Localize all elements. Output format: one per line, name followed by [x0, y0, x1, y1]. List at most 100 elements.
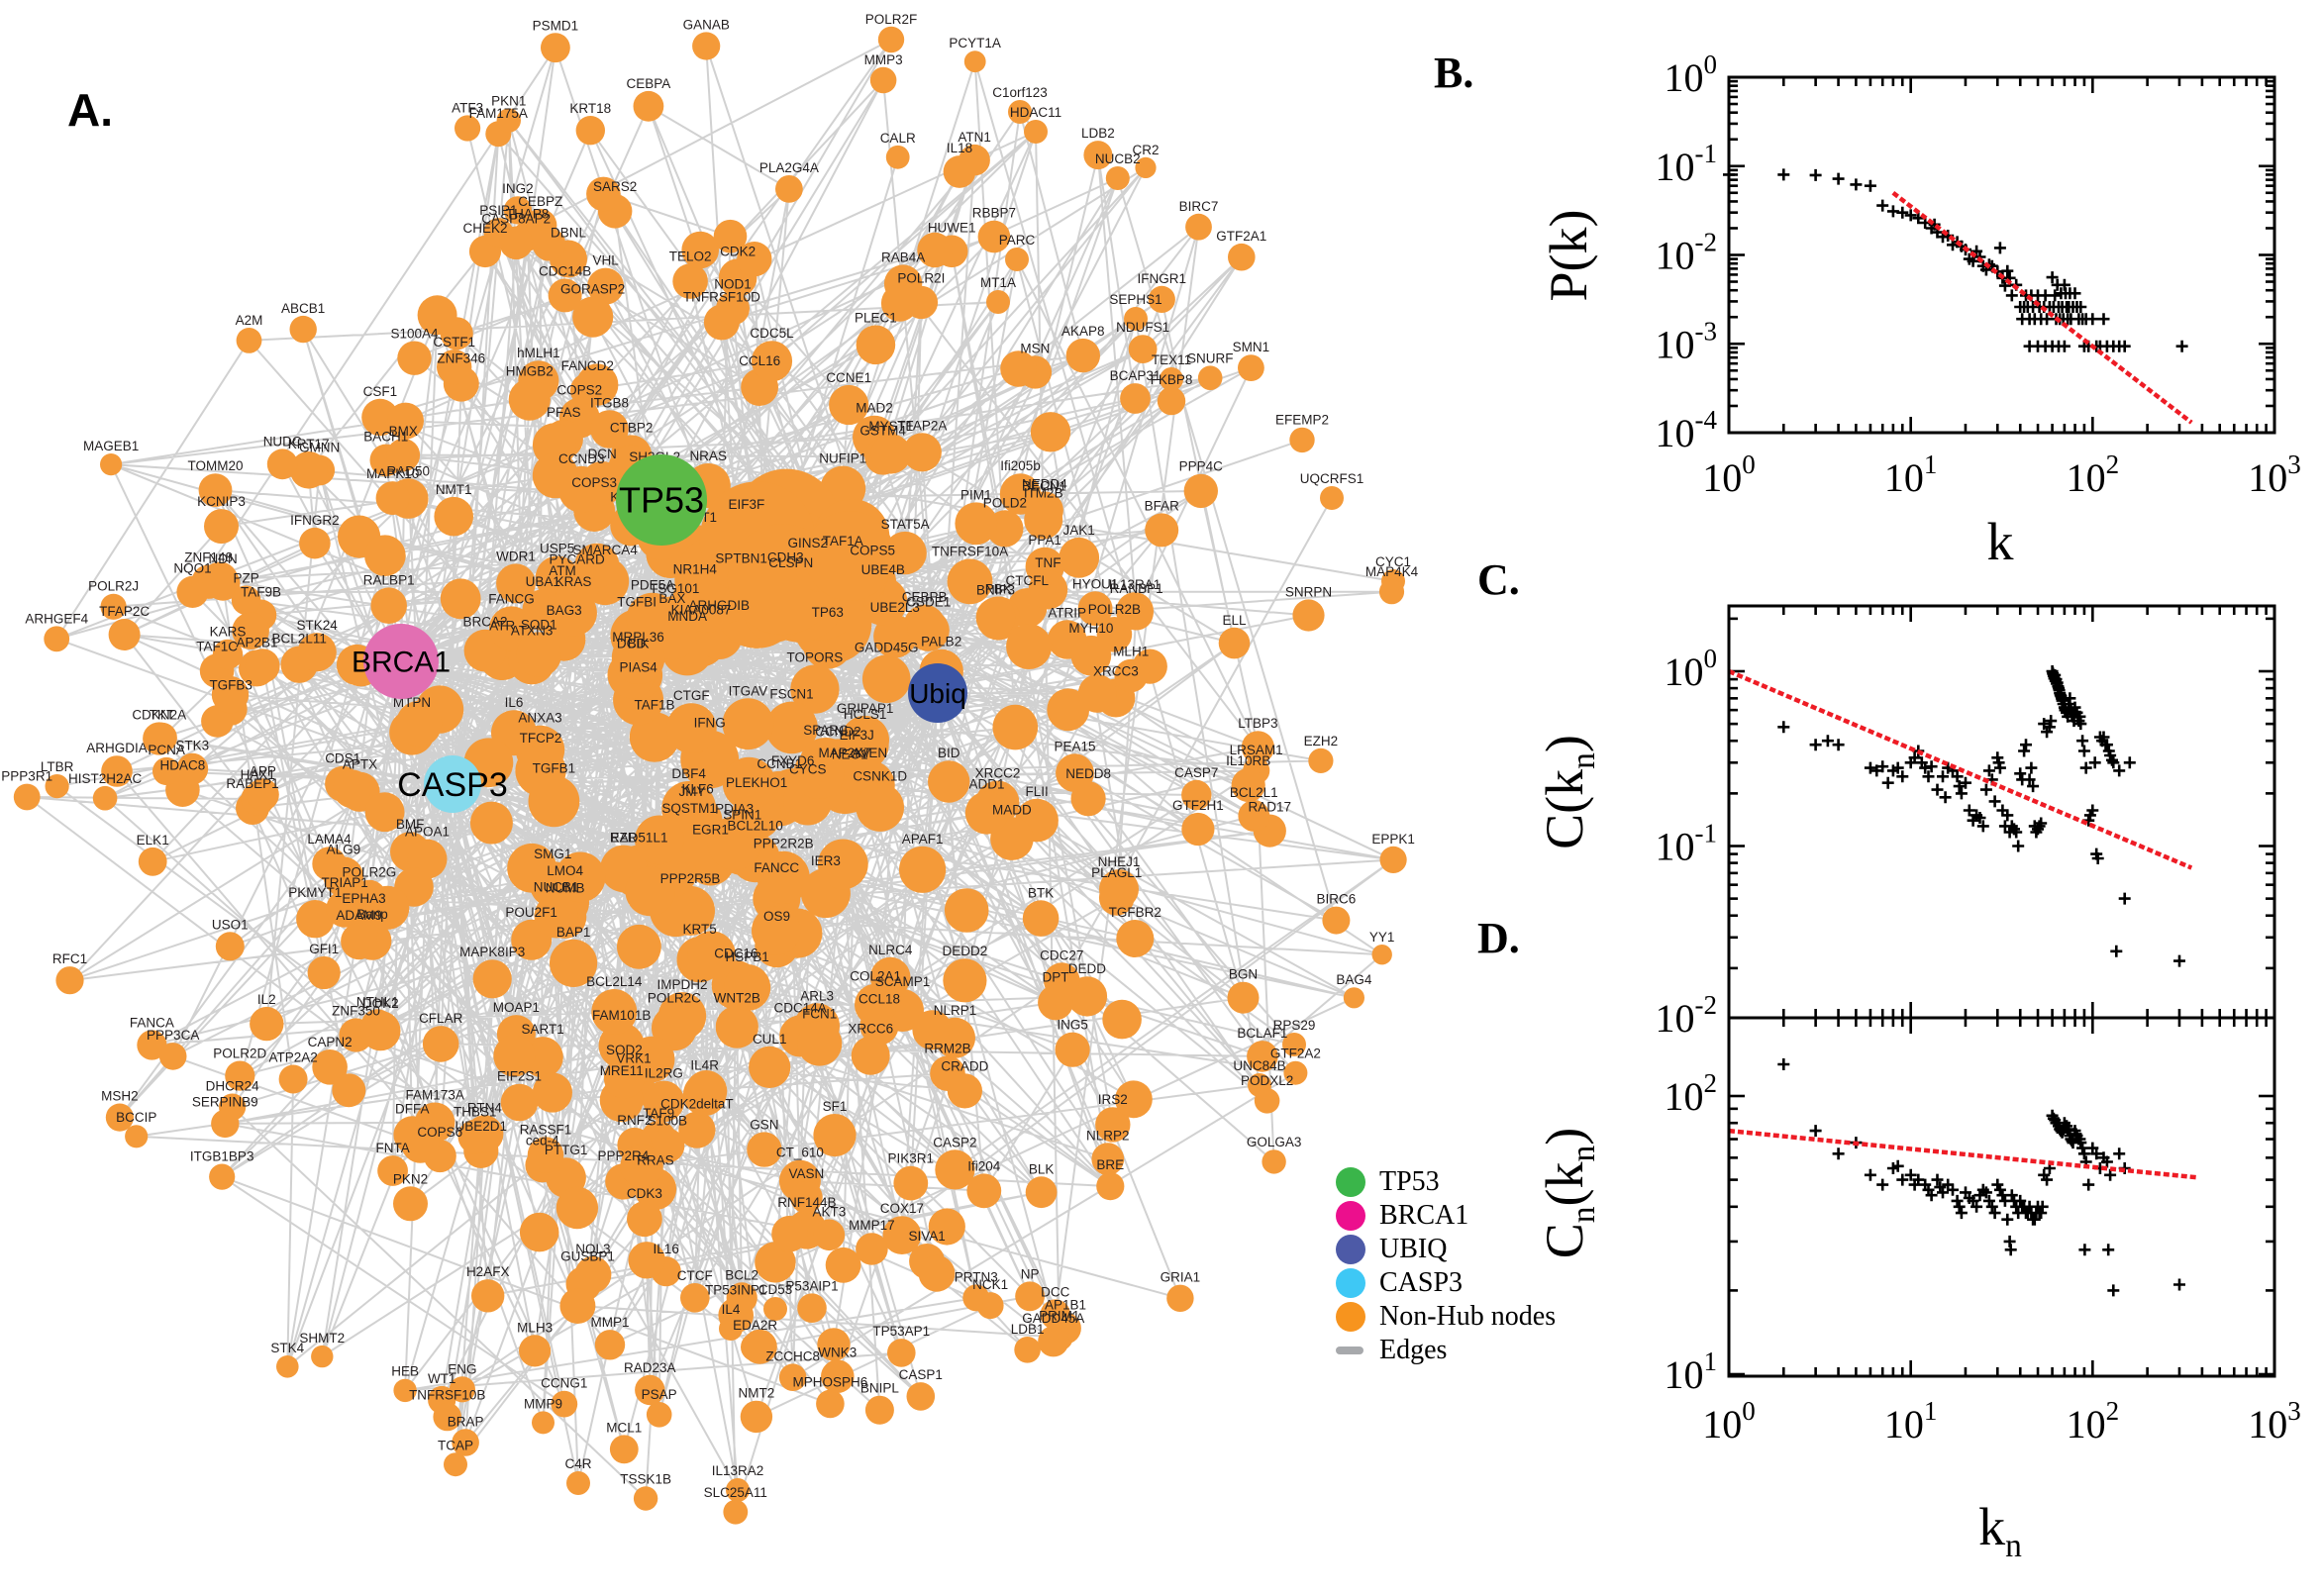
svg-text:CEBPA: CEBPA: [627, 76, 671, 91]
svg-text:ARHGDIA: ARHGDIA: [86, 741, 148, 755]
svg-text:NEDD4: NEDD4: [1022, 476, 1067, 491]
svg-text:GOLGA3: GOLGA3: [1247, 1135, 1302, 1149]
chart-D-frame: [1727, 1016, 2276, 1378]
svg-text:KRT18: KRT18: [569, 101, 611, 116]
svg-text:IL2RG: IL2RG: [645, 1066, 683, 1081]
svg-text:BMF: BMF: [396, 817, 425, 832]
svg-text:GTF2A2: GTF2A2: [1270, 1047, 1321, 1061]
edge-swatch-icon: [1336, 1347, 1364, 1354]
svg-text:PYCARD: PYCARD: [549, 552, 605, 567]
svg-text:TFAP2A: TFAP2A: [897, 418, 947, 433]
svg-text:NUCB1: NUCB1: [534, 879, 579, 894]
svg-text:SHMT2: SHMT2: [299, 1331, 345, 1346]
svg-text:ABCB1: ABCB1: [281, 301, 325, 316]
svg-text:CHEK2: CHEK2: [462, 221, 507, 236]
chart-B-fit-line: [1891, 190, 2193, 425]
svg-text:PSIP1: PSIP1: [479, 203, 517, 218]
svg-text:NOL3: NOL3: [575, 1242, 610, 1256]
svg-text:COX17: COX17: [880, 1201, 924, 1216]
svg-text:CCNB1: CCNB1: [757, 756, 802, 771]
svg-text:MAPK8IP3: MAPK8IP3: [459, 945, 525, 959]
svg-text:CD53: CD53: [758, 1282, 793, 1297]
svg-text:FCN1: FCN1: [802, 1006, 837, 1021]
svg-text:EPHA3: EPHA3: [342, 891, 385, 906]
hub-label-brca1: BRCA1: [352, 647, 451, 679]
svg-text:LRSAM1: LRSAM1: [1230, 743, 1283, 757]
svg-text:MPHOSPH6: MPHOSPH6: [793, 1375, 868, 1390]
hub-node-casp3: [424, 755, 481, 813]
svg-text:CCND2: CCND2: [815, 724, 861, 739]
svg-text:TGFB1: TGFB1: [533, 760, 576, 775]
svg-text:FAM101B: FAM101B: [592, 1008, 651, 1023]
svg-text:GRIA1: GRIA1: [1161, 1270, 1201, 1285]
svg-text:FSCN1: FSCN1: [769, 687, 813, 702]
svg-text:AVEN: AVEN: [852, 746, 887, 760]
svg-text:103: 103: [2248, 449, 2301, 500]
svg-text:ARHGDIB: ARHGDIB: [688, 598, 750, 613]
svg-text:TP53INP1: TP53INP1: [705, 1283, 766, 1298]
svg-text:NUFIP1: NUFIP1: [819, 451, 866, 466]
svg-text:P53AIP1: P53AIP1: [785, 1278, 838, 1293]
svg-text:TKT: TKT: [150, 708, 175, 723]
svg-text:SEPHS1: SEPHS1: [1109, 292, 1162, 307]
svg-text:BCCIP: BCCIP: [116, 1110, 156, 1125]
svg-text:KARS: KARS: [210, 625, 247, 640]
svg-text:LMO4: LMO4: [547, 863, 583, 878]
svg-text:RAD23A: RAD23A: [624, 1360, 676, 1375]
svg-text:STK4: STK4: [270, 1341, 304, 1355]
svg-text:IL13RA2: IL13RA2: [712, 1463, 764, 1478]
svg-text:TAF9: TAF9: [643, 1106, 674, 1121]
svg-text:CT_610: CT_610: [776, 1146, 824, 1160]
svg-text:ITM2B: ITM2B: [1024, 486, 1063, 501]
svg-text:PCYT1A: PCYT1A: [949, 36, 1001, 50]
svg-text:UQCRFS1: UQCRFS1: [1300, 471, 1364, 486]
svg-text:CSF1: CSF1: [363, 384, 398, 399]
svg-text:102: 102: [2067, 1396, 2120, 1446]
svg-text:TOMM20: TOMM20: [187, 458, 243, 473]
svg-text:RAD50: RAD50: [387, 463, 431, 478]
svg-text:JMY: JMY: [679, 784, 706, 799]
svg-text:BCLAF1: BCLAF1: [1237, 1026, 1287, 1041]
svg-text:10-2: 10-2: [1656, 228, 1718, 278]
svg-text:CLSPN: CLSPN: [768, 555, 813, 570]
tp53-hub-swatch-icon: [1336, 1167, 1365, 1197]
svg-text:PPP2R2B: PPP2R2B: [754, 837, 814, 851]
svg-text:SARS2: SARS2: [593, 179, 637, 194]
svg-text:ELL: ELL: [1222, 613, 1247, 628]
svg-text:k: k: [1987, 512, 2014, 571]
svg-text:LDB1: LDB1: [1011, 1322, 1045, 1337]
svg-text:AKAP8: AKAP8: [1061, 324, 1105, 339]
svg-text:PDIA3: PDIA3: [715, 802, 754, 817]
svg-text:IL16: IL16: [654, 1242, 679, 1256]
svg-text:FAM173A: FAM173A: [406, 1088, 464, 1103]
svg-text:APP: APP: [250, 763, 276, 778]
svg-text:102: 102: [2067, 449, 2120, 500]
svg-text:GINS2: GINS2: [787, 536, 828, 550]
svg-text:POLR2G: POLR2G: [343, 865, 397, 880]
svg-text:AP1B1: AP1B1: [1045, 1298, 1086, 1313]
svg-text:PBK: PBK: [985, 581, 1012, 596]
svg-text:XRCC6: XRCC6: [848, 1022, 893, 1037]
svg-text:MAP2K7: MAP2K7: [818, 746, 870, 760]
svg-text:C(kn): C(kn): [1535, 735, 1602, 849]
svg-text:EPPK1: EPPK1: [1371, 832, 1415, 847]
svg-text:100: 100: [1702, 1396, 1756, 1446]
svg-text:TGFBR2: TGFBR2: [1109, 905, 1162, 920]
svg-text:CDH3: CDH3: [767, 549, 804, 564]
svg-text:A2M: A2M: [236, 313, 263, 328]
svg-text:FLII: FLII: [1025, 784, 1048, 799]
svg-text:POLR2F: POLR2F: [865, 12, 918, 27]
svg-text:MMP17: MMP17: [849, 1218, 895, 1233]
svg-text:KRT17: KRT17: [288, 437, 330, 451]
svg-text:CASP8AP2: CASP8AP2: [481, 211, 551, 226]
svg-text:HMGB2: HMGB2: [506, 364, 554, 379]
svg-text:PODXL2: PODXL2: [1241, 1073, 1293, 1088]
svg-text:PPP4C: PPP4C: [1179, 459, 1224, 474]
svg-text:CCNG1: CCNG1: [541, 1376, 587, 1391]
svg-text:RAD17: RAD17: [1249, 800, 1292, 815]
svg-text:PIK3R1: PIK3R1: [888, 1151, 935, 1166]
svg-text:POU2F1: POU2F1: [505, 905, 557, 920]
svg-text:MAP4K4: MAP4K4: [1365, 564, 1419, 579]
svg-text:CDK2: CDK2: [720, 244, 756, 258]
svg-text:NUMB: NUMB: [546, 881, 585, 896]
